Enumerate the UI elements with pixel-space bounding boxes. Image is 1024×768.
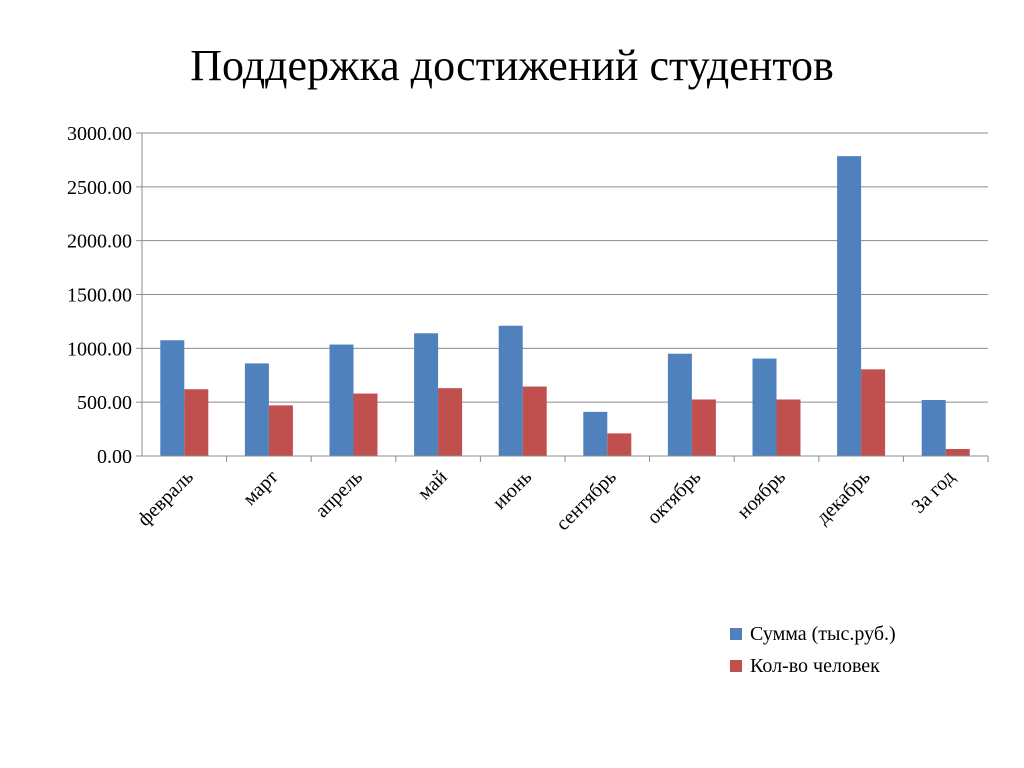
x-tick-label: июнь	[489, 466, 537, 514]
x-tick-label: февраль	[133, 466, 198, 531]
bar-sum	[160, 340, 185, 456]
legend-label-sum: Сумма (тыс.руб.)	[750, 622, 896, 645]
bar-sum	[414, 333, 439, 456]
bar-count	[945, 449, 970, 456]
bar-sum	[667, 353, 692, 456]
legend-swatch-sum	[730, 628, 742, 640]
y-tick-label: 2000.00	[67, 231, 132, 253]
bar-count	[268, 405, 293, 456]
y-tick-label: 3000.00	[67, 123, 132, 145]
bar-count	[353, 393, 378, 456]
legend-label-count: Кол-во человек	[750, 654, 880, 677]
y-tick-label: 500.00	[77, 392, 132, 414]
bar-sum	[752, 358, 777, 456]
x-tick-label: За год	[907, 466, 959, 518]
bar-count	[522, 386, 547, 456]
bar-sum	[837, 156, 862, 457]
y-tick-label: 1500.00	[67, 285, 132, 307]
bar-count	[691, 399, 716, 456]
x-axis-labels: февраль март апрель май июнь сентябрь октябрь н…	[133, 466, 959, 535]
bar-sum	[329, 344, 354, 456]
bar-sum	[244, 363, 269, 456]
bar-sum	[583, 411, 608, 456]
bar-count	[607, 433, 632, 456]
x-tick-label: декабрь	[812, 466, 875, 529]
y-tick-label: 0.00	[97, 446, 132, 468]
legend-item-sum: Сумма (тыс.руб.)	[730, 618, 896, 650]
x-axis	[136, 133, 989, 462]
bar-count	[861, 369, 886, 456]
y-tick-label: 2500.00	[67, 177, 132, 199]
legend: Сумма (тыс.руб.) Кол-во человек	[730, 618, 896, 682]
bar-sum	[498, 325, 523, 456]
bar-count	[776, 399, 801, 456]
x-tick-label: сентябрь	[552, 466, 621, 535]
legend-swatch-count	[730, 660, 742, 672]
x-tick-label: апрель	[311, 466, 367, 522]
y-axis-ticks: 0.00 500.00 1000.00 1500.00 2000.00 2500.00 30…	[67, 123, 142, 468]
bar-sum	[921, 400, 946, 456]
legend-item-count: Кол-во человек	[730, 650, 896, 682]
x-tick-label: май	[413, 466, 451, 504]
bars	[160, 156, 970, 457]
bar-count	[438, 388, 463, 456]
chart-title: Поддержка достижений студентов	[190, 41, 834, 90]
x-tick-label: октябрь	[643, 466, 706, 529]
bar-count	[184, 389, 209, 456]
x-tick-label: ноябрь	[733, 466, 790, 523]
y-tick-label: 1000.00	[67, 338, 132, 360]
x-tick-label: март	[239, 466, 283, 510]
